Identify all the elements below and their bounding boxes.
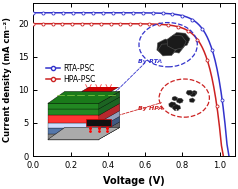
Text: By RTA: By RTA	[138, 59, 162, 64]
Y-axis label: Current density (mA cm⁻²): Current density (mA cm⁻²)	[4, 17, 12, 142]
Legend: RTA-PSC, HPA-PSC: RTA-PSC, HPA-PSC	[43, 61, 99, 87]
X-axis label: Voltage (V): Voltage (V)	[103, 176, 165, 186]
Text: By HPA: By HPA	[138, 106, 163, 111]
